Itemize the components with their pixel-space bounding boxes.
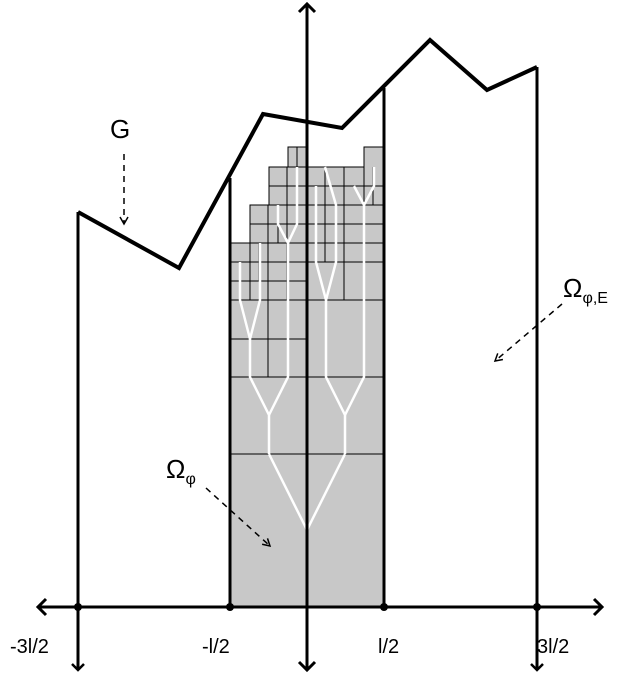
graph-label: G (110, 114, 130, 144)
tick-label-neg-l2: -l/2 (202, 636, 230, 658)
branching-tree (238, 166, 376, 532)
tick-label-neg-3l2: -3l/2 (10, 636, 49, 658)
tick-dot (380, 603, 388, 611)
omega-phi-label: Ωφ (166, 454, 196, 488)
graph-g (77, 37, 538, 271)
omega-ext-label: Ωφ,E (563, 273, 608, 307)
tick-label-l2: l/2 (378, 636, 399, 658)
omega-ext-label-arrow (493, 303, 563, 362)
tick-dot (74, 603, 82, 611)
tick-dot (533, 603, 541, 611)
omega-phi-label-arrow (205, 487, 272, 548)
tick-label-3l2: 3l/2 (537, 636, 569, 658)
tick-dot (226, 603, 234, 611)
